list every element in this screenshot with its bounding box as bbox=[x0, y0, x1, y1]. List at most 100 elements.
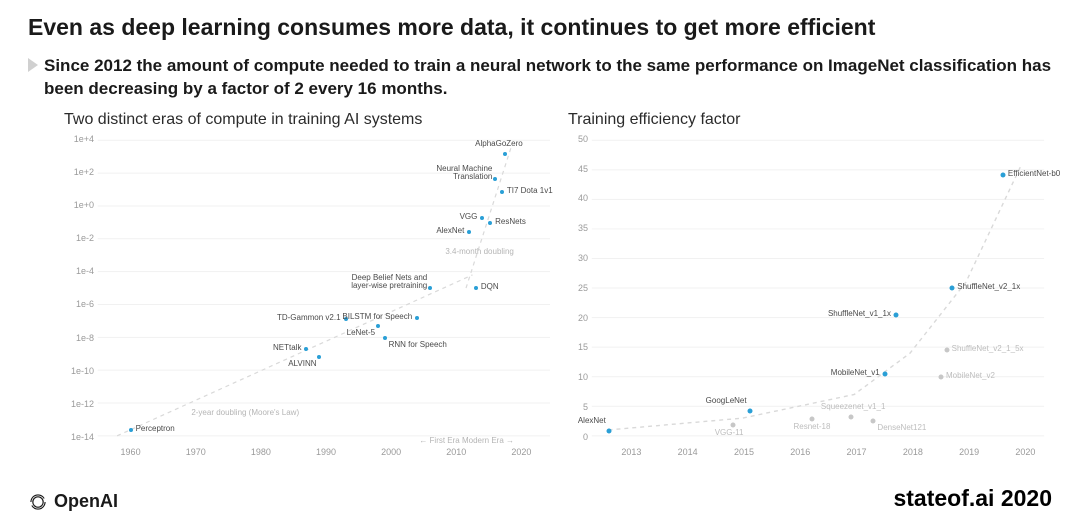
data-point-label: BILSTM for Speech bbox=[342, 313, 412, 321]
charts-row: Two distinct eras of compute in training… bbox=[62, 111, 1052, 455]
data-point-label: AlexNet bbox=[578, 417, 606, 425]
ytick-label: 1e-10 bbox=[62, 366, 94, 376]
xtick-label: 2020 bbox=[1015, 447, 1035, 457]
xtick-label: 1990 bbox=[316, 447, 336, 457]
data-point-label: AlexNet bbox=[436, 227, 464, 235]
ytick-label: 1e+4 bbox=[62, 134, 94, 144]
data-point-label: ShuffleNet_v1_1x bbox=[828, 310, 891, 318]
data-point-label: Resnet-18 bbox=[794, 423, 831, 431]
data-point-label: MobileNet_v2 bbox=[946, 372, 995, 380]
slide-title: Even as deep learning consumes more data… bbox=[28, 14, 1052, 41]
data-point bbox=[606, 428, 611, 433]
ytick-label: 10 bbox=[566, 372, 588, 382]
ytick-label: 15 bbox=[566, 342, 588, 352]
data-point bbox=[129, 428, 133, 432]
ytick-label: 40 bbox=[566, 193, 588, 203]
data-point bbox=[383, 336, 387, 340]
ytick-label: 50 bbox=[566, 134, 588, 144]
ytick-label: 0 bbox=[566, 432, 588, 442]
chart-annotation: ← First Era Modern Era → bbox=[419, 437, 514, 445]
xtick-label: 2017 bbox=[847, 447, 867, 457]
caret-icon bbox=[28, 58, 38, 72]
data-point-label: AlphaGoZero bbox=[475, 140, 523, 148]
data-point bbox=[376, 324, 380, 328]
left-chart: Two distinct eras of compute in training… bbox=[62, 111, 558, 455]
ytick-label: 1e-4 bbox=[62, 266, 94, 276]
xtick-label: 2010 bbox=[446, 447, 466, 457]
openai-brand: OpenAI bbox=[28, 491, 118, 512]
data-point bbox=[871, 419, 876, 424]
data-point bbox=[474, 286, 478, 290]
ytick-label: 1e-2 bbox=[62, 233, 94, 243]
xtick-label: 2014 bbox=[678, 447, 698, 457]
ytick-label: 30 bbox=[566, 253, 588, 263]
data-point-label: Neural MachineTranslation bbox=[436, 165, 492, 182]
data-point bbox=[480, 216, 484, 220]
data-point bbox=[488, 221, 492, 225]
data-point bbox=[467, 230, 471, 234]
xtick-label: 2013 bbox=[621, 447, 641, 457]
data-point-label: ResNets bbox=[495, 218, 526, 226]
data-point bbox=[317, 355, 321, 359]
data-point-label: VGG bbox=[460, 213, 478, 221]
data-point bbox=[428, 286, 432, 290]
data-point-label: Perceptron bbox=[136, 425, 175, 433]
xtick-label: 2000 bbox=[381, 447, 401, 457]
data-point bbox=[415, 316, 419, 320]
data-point bbox=[1000, 172, 1005, 177]
data-point-label: RNN for Speech bbox=[389, 341, 447, 349]
data-point bbox=[950, 285, 955, 290]
right-chart: Training efficiency factor 0510152025303… bbox=[566, 111, 1052, 455]
ytick-label: 1e+0 bbox=[62, 200, 94, 210]
ytick-label: 1e-8 bbox=[62, 333, 94, 343]
xtick-label: 2019 bbox=[959, 447, 979, 457]
openai-brand-label: OpenAI bbox=[54, 491, 118, 512]
data-point bbox=[944, 348, 949, 353]
ytick-label: 5 bbox=[566, 402, 588, 412]
chart-annotation: 2-year doubling (Moore's Law) bbox=[191, 409, 299, 417]
stateofai-brand: stateof.ai 2020 bbox=[893, 485, 1052, 512]
data-point-label: NETtalk bbox=[273, 344, 301, 352]
data-point bbox=[304, 347, 308, 351]
data-point-label: ShuffleNet_v2_1x bbox=[957, 283, 1020, 291]
data-point bbox=[730, 422, 735, 427]
openai-icon bbox=[28, 492, 48, 512]
right-chart-plot: 0510152025303540455020132014201520162017… bbox=[566, 135, 1052, 455]
slide: Even as deep learning consumes more data… bbox=[0, 0, 1080, 522]
ytick-label: 1e-14 bbox=[62, 432, 94, 442]
subtitle-row: Since 2012 the amount of compute needed … bbox=[28, 55, 1052, 101]
data-point bbox=[503, 152, 507, 156]
data-point-label: DenseNet121 bbox=[877, 424, 926, 432]
ytick-label: 25 bbox=[566, 283, 588, 293]
slide-subtitle: Since 2012 the amount of compute needed … bbox=[44, 55, 1052, 101]
xtick-label: 2018 bbox=[903, 447, 923, 457]
data-point bbox=[493, 177, 497, 181]
footer: OpenAI stateof.ai 2020 bbox=[28, 485, 1052, 512]
ytick-label: 35 bbox=[566, 223, 588, 233]
data-point-label: LeNet-5 bbox=[347, 329, 375, 337]
left-chart-title: Two distinct eras of compute in training… bbox=[64, 111, 558, 129]
data-point-label: TD-Gammon v2.1 bbox=[277, 314, 341, 322]
data-point-label: VGG-11 bbox=[715, 429, 744, 437]
xtick-label: 1980 bbox=[251, 447, 271, 457]
data-point bbox=[882, 372, 887, 377]
xtick-label: 1970 bbox=[186, 447, 206, 457]
xtick-label: 2015 bbox=[734, 447, 754, 457]
xtick-label: 2020 bbox=[511, 447, 531, 457]
ytick-label: 45 bbox=[566, 164, 588, 174]
data-point-label: EfficientNet-b0 bbox=[1008, 170, 1060, 178]
data-point-label: ShuffleNet_v2_1_5x bbox=[952, 345, 1024, 353]
left-chart-plot: 1e+41e+21e+01e-21e-41e-61e-81e-101e-121e… bbox=[62, 135, 558, 455]
xtick-label: 2016 bbox=[790, 447, 810, 457]
data-point-label: Squeezenet_v1_1 bbox=[821, 403, 886, 411]
chart-annotation: 3.4-month doubling bbox=[445, 248, 514, 256]
data-point-label: ALVINN bbox=[288, 360, 316, 368]
data-point bbox=[938, 375, 943, 380]
ytick-label: 1e-12 bbox=[62, 399, 94, 409]
data-point-label: DQN bbox=[481, 283, 499, 291]
data-point-label: MobileNet_v1 bbox=[831, 369, 880, 377]
data-point bbox=[500, 190, 504, 194]
data-point bbox=[848, 414, 853, 419]
ytick-label: 1e-6 bbox=[62, 299, 94, 309]
data-point bbox=[747, 409, 752, 414]
